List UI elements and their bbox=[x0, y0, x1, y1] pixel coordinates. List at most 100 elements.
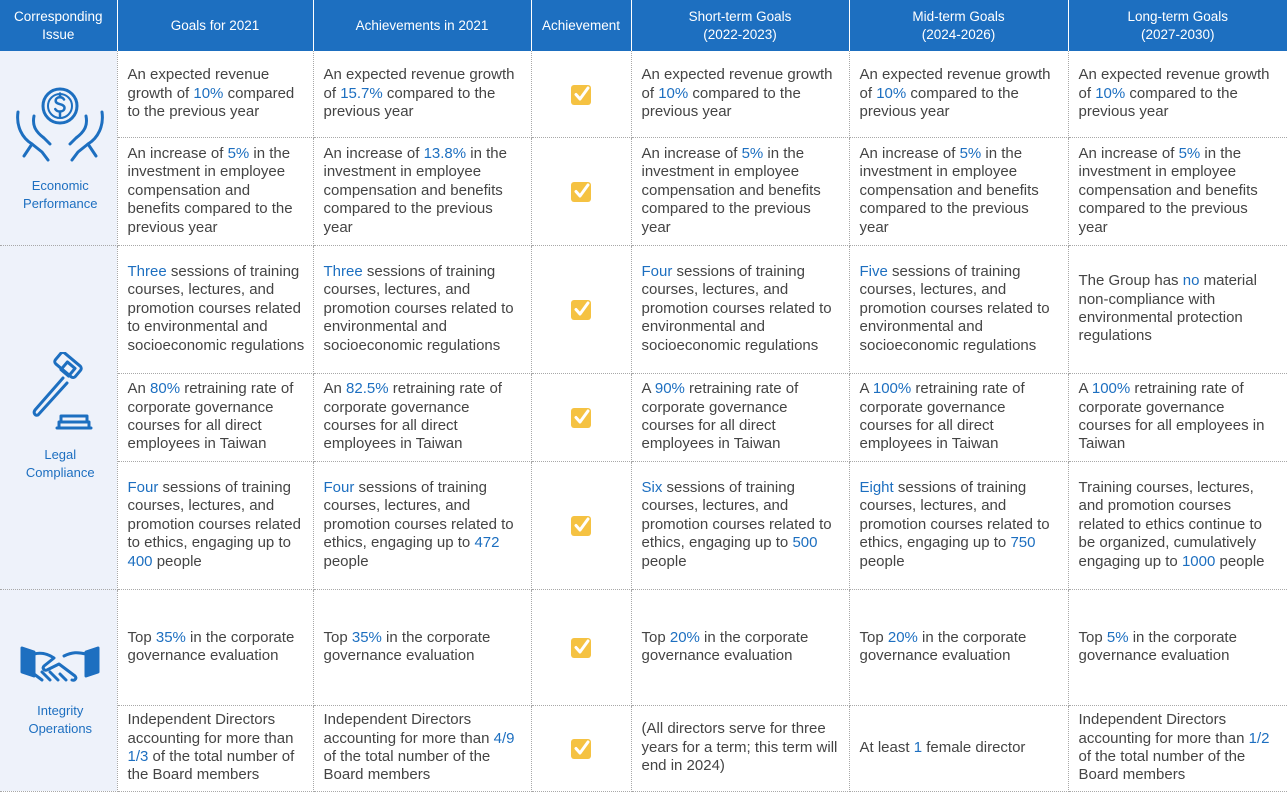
cell-text: retraining rate of corporate governance … bbox=[641, 380, 799, 453]
achievement-2021-cell: An 82.5% retraining rate of corporate go… bbox=[313, 373, 532, 462]
highlight-value: 400 bbox=[127, 552, 153, 570]
check-icon bbox=[571, 300, 591, 320]
cell-text: Top bbox=[859, 628, 888, 646]
cell-text: Top bbox=[1078, 628, 1107, 646]
cell-text: An increase of bbox=[323, 144, 424, 162]
goal-2021-cell: An expected revenue growth of 10% compar… bbox=[117, 51, 314, 138]
cell-text: compared to the previous year bbox=[859, 84, 1019, 120]
cell-text: in the investment in employee compensati… bbox=[641, 144, 821, 236]
short-term-cell: Six sessions of training courses, lectur… bbox=[631, 461, 850, 590]
highlight-value: 20% bbox=[669, 628, 700, 646]
table-row: Legal Compliance Three sessions of traini… bbox=[0, 245, 1287, 590]
achievement-2021-cell: Four sessions of training courses, lectu… bbox=[313, 461, 532, 590]
issue-cell: Integrity Operations bbox=[0, 589, 118, 792]
long-term-cell: An expected revenue growth of 10% compar… bbox=[1068, 51, 1287, 138]
achievement-check-cell bbox=[531, 245, 632, 374]
cell-text: in the corporate governance evaluation bbox=[1078, 628, 1237, 664]
cell-text: retraining rate of corporate governance … bbox=[1078, 380, 1265, 453]
cell-text: people bbox=[859, 552, 905, 570]
highlight-value: 1000 bbox=[1181, 552, 1216, 570]
achievement-2021-cell: An increase of 13.8% in the investment i… bbox=[313, 137, 532, 246]
cell-text: sessions of training courses, lectures, … bbox=[859, 478, 1050, 552]
highlight-value: 1/2 bbox=[1248, 729, 1270, 747]
cell-text: compared to the previous year bbox=[323, 84, 496, 120]
issue-cell: Economic Performance bbox=[0, 51, 118, 246]
achievement-check-cell bbox=[531, 589, 632, 706]
cell-text: compared to the previous year bbox=[127, 84, 295, 120]
cell-text: The Group has bbox=[1078, 272, 1183, 290]
short-term-cell: Four sessions of training courses, lectu… bbox=[631, 245, 850, 374]
check-icon bbox=[571, 84, 591, 105]
highlight-value: 82.5% bbox=[346, 380, 389, 398]
long-term-cell: A 100% retraining rate of corporate gove… bbox=[1068, 373, 1287, 462]
cell-text: An increase of bbox=[859, 144, 960, 162]
handshake-icon bbox=[10, 642, 111, 697]
achievement-check-cell bbox=[531, 51, 632, 138]
highlight-value: 5% bbox=[741, 144, 764, 162]
cell-text: in the corporate governance evaluation bbox=[859, 628, 1027, 664]
header-mid-term: Mid-term Goals (2024-2026) bbox=[849, 0, 1069, 51]
cell-text: An bbox=[323, 380, 347, 398]
cell-text: people bbox=[323, 552, 369, 570]
mid-term-cell: An increase of 5% in the investment in e… bbox=[849, 137, 1069, 246]
issue-cell: Legal Compliance bbox=[0, 245, 118, 590]
cell-text: sessions of training courses, lectures, … bbox=[127, 478, 301, 552]
highlight-value: Three bbox=[323, 262, 363, 280]
cell-text: people bbox=[152, 552, 202, 570]
highlight-value: 13.8% bbox=[423, 144, 467, 162]
cell-text: sessions of training courses, lectures, … bbox=[641, 478, 832, 552]
short-term-cell: A 90% retraining rate of corporate gover… bbox=[631, 373, 850, 462]
achievement-check-cell bbox=[531, 373, 632, 462]
table-row: Independent Directors accounting for mor… bbox=[0, 705, 1287, 792]
short-term-cell: An increase of 5% in the investment in e… bbox=[631, 137, 850, 246]
long-term-cell: Top 5% in the corporate governance evalu… bbox=[1068, 589, 1287, 706]
gavel-icon bbox=[10, 351, 111, 441]
cell-text: compared to the previous year bbox=[641, 84, 801, 120]
goal-2021-cell: Three sessions of training courses, lect… bbox=[117, 245, 314, 374]
highlight-value: 100% bbox=[872, 380, 912, 398]
cell-text: retraining rate of corporate governance … bbox=[127, 380, 294, 453]
cell-text: in the corporate governance evaluation bbox=[127, 628, 295, 664]
achievement-2021-cell: An expected revenue growth of 15.7% comp… bbox=[313, 51, 532, 138]
header-issue: Corresponding Issue bbox=[0, 0, 118, 51]
cell-text: sessions of training courses, lectures, … bbox=[323, 262, 514, 354]
highlight-value: 1/3 bbox=[127, 748, 149, 765]
cell-text: Independent Directors accounting for mor… bbox=[127, 711, 294, 747]
cell-text: in the corporate governance evaluation bbox=[641, 628, 809, 664]
achievement-check-cell bbox=[531, 137, 632, 246]
highlight-value: 10% bbox=[876, 84, 907, 102]
achievement-2021-cell: Three sessions of training courses, lect… bbox=[313, 245, 532, 374]
highlight-value: 100% bbox=[1091, 380, 1131, 398]
cell-text: Top bbox=[323, 628, 352, 646]
goal-2021-cell: An increase of 5% in the investment in e… bbox=[117, 137, 314, 246]
highlight-value: 80% bbox=[150, 380, 181, 398]
highlight-value: 20% bbox=[887, 628, 918, 646]
cell-text: female director bbox=[922, 738, 1026, 756]
header-long-term: Long-term Goals (2027-2030) bbox=[1068, 0, 1287, 51]
highlight-value: Five bbox=[859, 262, 888, 280]
cell-text: An expected revenue growth of bbox=[127, 66, 270, 102]
cell-text: of the total number of the Board members bbox=[1078, 748, 1246, 784]
highlight-value: 10% bbox=[658, 84, 689, 102]
cell-text: An bbox=[127, 380, 151, 398]
cell-text: of the total number of the Board members bbox=[127, 748, 295, 784]
highlight-value: no bbox=[1182, 272, 1200, 290]
issue-name: Legal Compliance bbox=[25, 446, 95, 480]
table-row: An 80% retraining rate of corporate gove… bbox=[0, 373, 1287, 462]
cell-text: sessions of training courses, lectures, … bbox=[127, 262, 305, 354]
cell-text: in the corporate governance evaluation bbox=[323, 628, 491, 664]
cell-text: Training courses, lectures, and promotio… bbox=[1078, 478, 1262, 570]
highlight-value: 4/9 bbox=[493, 729, 515, 747]
cell-text: of the total number of the Board members bbox=[323, 748, 491, 784]
highlight-value: 35% bbox=[155, 628, 186, 646]
cell-text: A bbox=[1078, 380, 1092, 398]
mid-term-cell: Five sessions of training courses, lectu… bbox=[849, 245, 1069, 374]
mid-term-cell: A 100% retraining rate of corporate gove… bbox=[849, 373, 1069, 462]
short-term-cell: Top 20% in the corporate governance eval… bbox=[631, 589, 850, 706]
cell-text: Top bbox=[641, 628, 670, 646]
cell-text: retraining rate of corporate governance … bbox=[859, 380, 1025, 453]
check-icon bbox=[571, 516, 591, 536]
achievement-check-cell bbox=[531, 705, 632, 792]
highlight-value: 500 bbox=[792, 534, 818, 552]
